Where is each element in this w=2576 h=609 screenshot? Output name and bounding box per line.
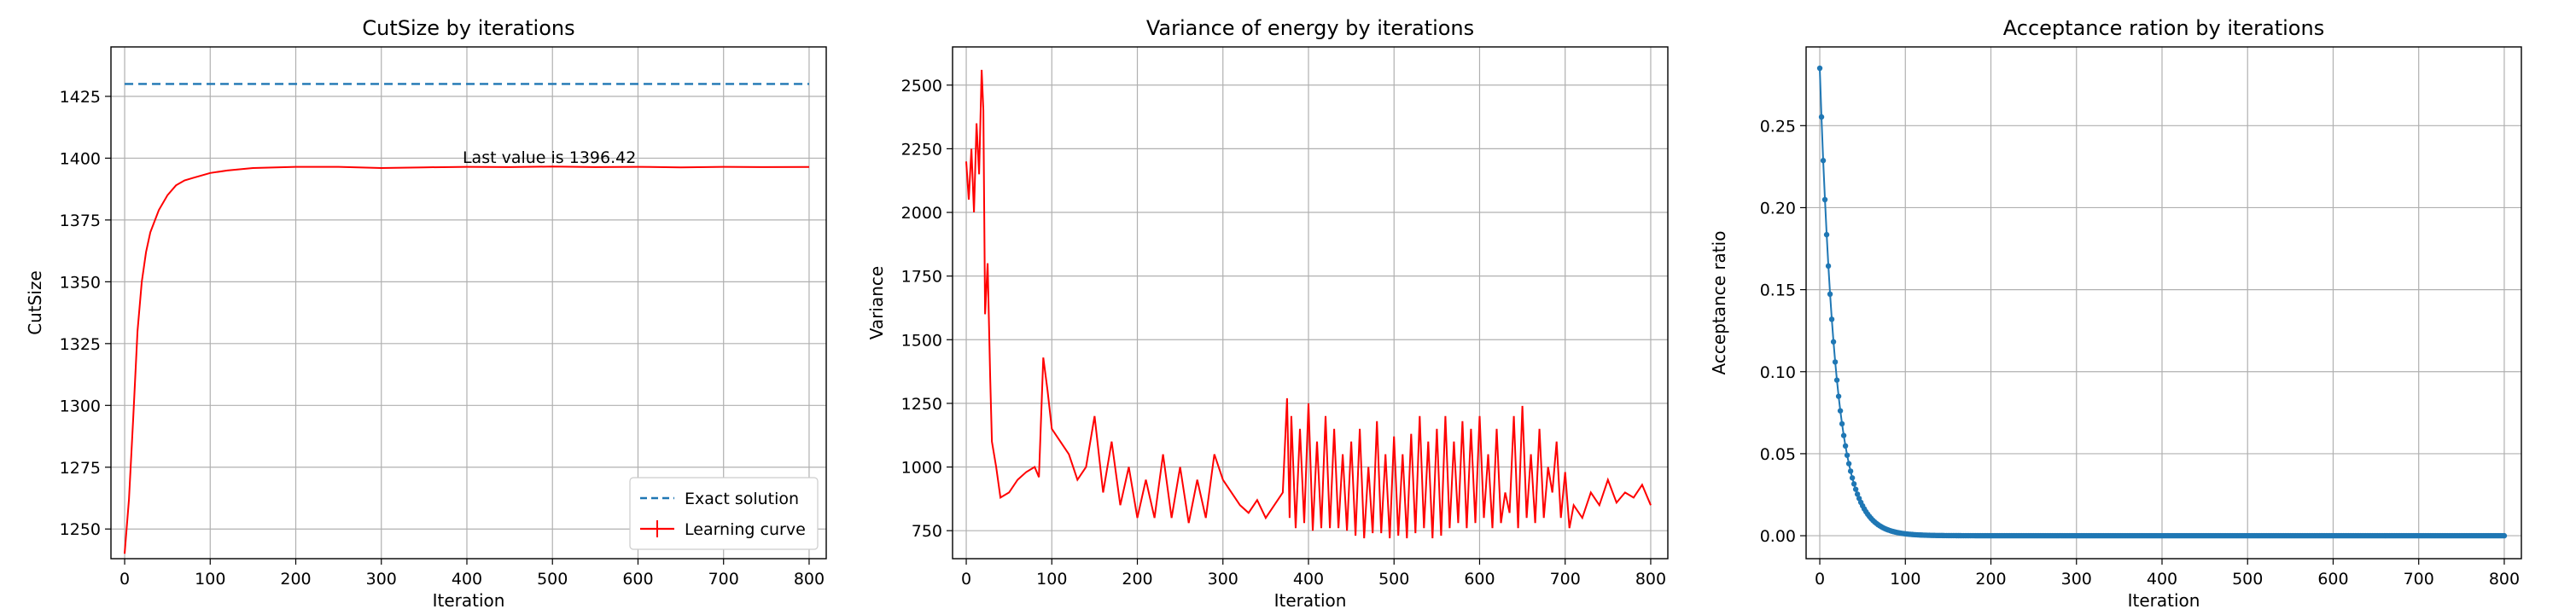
data-point: [1842, 443, 1849, 450]
axes-frame: [1805, 46, 2522, 560]
y-axis-label: CutSize: [25, 270, 45, 335]
x-tick-label: 100: [1036, 570, 1067, 589]
data-point: [1837, 408, 1844, 414]
y-tick-label: 1325: [60, 335, 101, 354]
data-point: [1850, 481, 1857, 487]
chart-title: Acceptance ration by iterations: [2003, 16, 2324, 40]
y-tick-label: 1400: [60, 149, 101, 168]
x-tick-label: 600: [2317, 570, 2348, 589]
x-tick-label: 300: [1208, 570, 1238, 589]
plot-area: [124, 83, 810, 554]
data-point: [1833, 377, 1840, 383]
y-tick-label: 0.20: [1760, 199, 1796, 218]
x-axis-label: Iteration: [2128, 590, 2200, 609]
x-tick-label: 800: [2489, 570, 2520, 589]
data-point: [1854, 491, 1861, 497]
x-tick-label: 700: [1550, 570, 1581, 589]
x-tick-label: 200: [1975, 570, 2006, 589]
x-tick-label: 0: [1815, 570, 1825, 589]
x-tick-label: 100: [1890, 570, 1920, 589]
data-point: [1852, 486, 1859, 492]
data-point: [1840, 432, 1847, 438]
axes-frame: [110, 46, 827, 560]
y-tick-label: 1250: [60, 520, 101, 539]
y-tick-label: 1750: [901, 268, 942, 287]
y-tick-label: 1300: [60, 397, 101, 415]
data-point: [1825, 263, 1832, 270]
y-tick-label: 1425: [60, 88, 101, 107]
x-tick-label: 400: [452, 570, 482, 589]
data-point: [1816, 65, 1823, 72]
axes-frame: [952, 46, 1669, 560]
y-tick-label: 1350: [60, 273, 101, 292]
chart-cutsize: CutSize by iterations Iteration CutSize …: [25, 16, 827, 609]
y-axis-label: Variance: [866, 266, 887, 339]
legend-label-exact: Exact solution: [685, 490, 799, 508]
annotation-last-value: Last value is 1396.42: [463, 148, 636, 167]
data-point: [1823, 231, 1830, 238]
x-tick-label: 300: [366, 570, 397, 589]
x-tick-label: 200: [280, 570, 311, 589]
legend-box: [629, 477, 819, 550]
legend-label-learning: Learning curve: [685, 520, 806, 539]
y-tick-label: 2250: [901, 140, 942, 159]
x-tick-label: 400: [2147, 570, 2177, 589]
x-tick-label: 700: [708, 570, 739, 589]
data-point: [1820, 158, 1827, 164]
data-point: [1821, 196, 1828, 203]
chart-variance: Variance of energy by iterations Iterati…: [866, 16, 1669, 609]
x-tick-label: 500: [2232, 570, 2263, 589]
y-tick-label: 1275: [60, 459, 101, 478]
y-tick-label: 0.10: [1760, 363, 1796, 382]
data-point: [1828, 316, 1835, 322]
series-line: [965, 69, 1652, 539]
legend: Exact solution Learning curve: [629, 477, 819, 550]
y-tick-label: 0.05: [1760, 445, 1796, 464]
x-axis-label: Iteration: [1274, 590, 1347, 609]
x-tick-label: 800: [794, 570, 825, 589]
data-point: [1832, 359, 1839, 365]
y-tick-label: 0.25: [1760, 117, 1796, 136]
y-axis-label: Acceptance ratio: [1709, 231, 1729, 375]
data-point: [1849, 475, 1856, 481]
data-point: [1818, 113, 1825, 120]
x-axis-label: Iteration: [433, 590, 505, 609]
data-point: [1835, 393, 1842, 399]
data-point: [1827, 291, 1833, 298]
y-tick-label: 1250: [901, 395, 942, 414]
x-tick-label: 0: [961, 570, 971, 589]
data-point: [1839, 420, 1845, 427]
x-tick-label: 600: [1464, 570, 1495, 589]
y-tick-label: 1375: [60, 212, 101, 230]
x-tick-label: 200: [1122, 570, 1152, 589]
y-tick-label: 1500: [901, 331, 942, 350]
y-tick-label: 750: [912, 522, 942, 541]
x-tick-label: 700: [2404, 570, 2434, 589]
x-tick-label: 600: [622, 570, 653, 589]
x-tick-label: 500: [537, 570, 568, 589]
data-point: [2501, 532, 2508, 539]
y-tick-label: 1000: [901, 459, 942, 478]
x-tick-label: 500: [1378, 570, 1409, 589]
y-tick-label: 0.00: [1760, 527, 1796, 546]
data-point: [1830, 339, 1837, 345]
x-tick-label: 0: [119, 570, 130, 589]
chart-title: Variance of energy by iterations: [1146, 16, 1474, 40]
x-tick-label: 400: [1293, 570, 1324, 589]
chart-acceptance: Acceptance ration by iterations Iteratio…: [1709, 16, 2522, 609]
series-learning-curve: [124, 165, 810, 554]
plot-area: [965, 69, 1652, 539]
x-tick-label: 800: [1635, 570, 1666, 589]
data-point: [1844, 452, 1850, 458]
chart-title: CutSize by iterations: [362, 16, 574, 40]
y-tick-label: 2000: [901, 204, 942, 223]
y-tick-label: 2500: [901, 77, 942, 96]
y-tick-label: 0.15: [1760, 281, 1796, 300]
data-point: [1845, 461, 1852, 467]
x-tick-label: 300: [2061, 570, 2092, 589]
x-tick-label: 100: [195, 570, 225, 589]
plot-area: [1816, 65, 2508, 539]
data-point: [1847, 468, 1854, 474]
